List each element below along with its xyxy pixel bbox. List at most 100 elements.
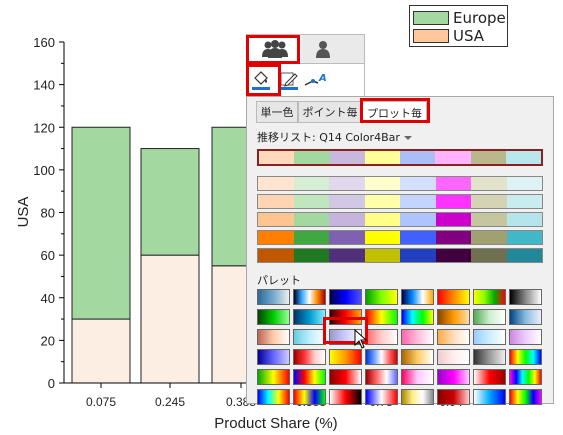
y-axis-title: USA bbox=[15, 197, 32, 228]
palette-swatch[interactable] bbox=[329, 309, 362, 325]
palette-swatch[interactable] bbox=[329, 349, 362, 365]
palette-swatch[interactable] bbox=[437, 289, 470, 305]
color-cell bbox=[329, 213, 365, 226]
color-cell bbox=[471, 195, 507, 208]
increment-list-label[interactable]: 推移リスト: Q14 Color4Bar bbox=[257, 129, 413, 145]
palette-swatch[interactable] bbox=[401, 309, 434, 325]
palette-swatch[interactable] bbox=[365, 289, 398, 305]
legend-item-usa: USA bbox=[413, 26, 485, 45]
group-icon bbox=[262, 40, 288, 58]
increment-list-row[interactable] bbox=[257, 230, 543, 245]
palette-swatch[interactable] bbox=[473, 289, 506, 305]
line-text-icon: A bbox=[304, 73, 327, 86]
palette-swatch[interactable] bbox=[329, 289, 362, 305]
line-text-button[interactable]: A bbox=[303, 69, 329, 91]
color-cell bbox=[329, 151, 365, 164]
color-cell bbox=[470, 151, 506, 164]
palette-swatch[interactable] bbox=[509, 389, 542, 405]
palette-swatch[interactable] bbox=[401, 329, 434, 345]
color-cell bbox=[435, 213, 471, 226]
tab-by-point[interactable]: ポイント毎 bbox=[298, 101, 362, 123]
increment-list-row[interactable] bbox=[257, 176, 543, 191]
increment-list-row[interactable] bbox=[257, 248, 543, 263]
palette-swatch[interactable] bbox=[473, 369, 506, 385]
color-cell bbox=[329, 249, 365, 262]
y-tick-label: 40 bbox=[41, 291, 55, 306]
current-color-list[interactable] bbox=[257, 149, 543, 166]
increment-list-text: 推移リスト: Q14 Color4Bar bbox=[257, 131, 400, 144]
palette-swatch[interactable] bbox=[509, 329, 542, 345]
color-cell bbox=[506, 249, 542, 262]
palette-swatch[interactable] bbox=[365, 349, 398, 365]
palette-swatch[interactable] bbox=[257, 329, 290, 345]
pen-edit-icon bbox=[280, 72, 298, 90]
palette-swatch[interactable] bbox=[473, 329, 506, 345]
increment-list-row[interactable] bbox=[257, 194, 543, 209]
palette-swatch[interactable] bbox=[293, 369, 326, 385]
tab-by-plot[interactable]: プロット毎 bbox=[362, 101, 427, 124]
bar-europe-0[interactable] bbox=[71, 126, 131, 320]
y-tick-label: 60 bbox=[41, 248, 55, 263]
palette-swatch[interactable] bbox=[257, 309, 290, 325]
palette-swatch[interactable] bbox=[473, 309, 506, 325]
palette-swatch[interactable] bbox=[365, 329, 398, 345]
palette-swatch[interactable] bbox=[437, 329, 470, 345]
color-cell bbox=[258, 249, 294, 262]
tab-group-plots[interactable] bbox=[249, 35, 301, 63]
color-cell bbox=[258, 177, 294, 190]
palette-swatch[interactable] bbox=[257, 369, 290, 385]
color-cell bbox=[400, 249, 436, 262]
legend-label-usa: USA bbox=[453, 26, 485, 45]
pen-color-button[interactable] bbox=[278, 69, 300, 91]
palette-swatch[interactable] bbox=[401, 349, 434, 365]
palette-swatch[interactable] bbox=[473, 349, 506, 365]
palette-swatch[interactable] bbox=[293, 309, 326, 325]
palette-swatch[interactable] bbox=[365, 369, 398, 385]
legend-swatch-usa bbox=[413, 28, 449, 43]
palette-swatch[interactable] bbox=[293, 349, 326, 365]
palette-swatch[interactable] bbox=[329, 369, 362, 385]
palette-swatch[interactable] bbox=[401, 389, 434, 405]
palette-swatch[interactable] bbox=[437, 389, 470, 405]
palette-swatch[interactable] bbox=[257, 349, 290, 365]
fill-color-button[interactable] bbox=[250, 69, 272, 91]
x-tick-label: 0.245 bbox=[155, 395, 185, 409]
color-cell bbox=[329, 195, 365, 208]
color-cell bbox=[506, 231, 542, 244]
palette-swatch[interactable] bbox=[509, 289, 542, 305]
bar-usa-0[interactable] bbox=[71, 318, 131, 384]
palette-swatch[interactable] bbox=[509, 349, 542, 365]
color-cell bbox=[364, 231, 400, 244]
palette-swatch[interactable] bbox=[437, 349, 470, 365]
palette-swatch[interactable] bbox=[437, 309, 470, 325]
palette-swatch[interactable] bbox=[365, 389, 398, 405]
tab-single-plot[interactable] bbox=[301, 35, 345, 63]
palette-swatch[interactable] bbox=[509, 309, 542, 325]
palette-swatch[interactable] bbox=[509, 369, 542, 385]
increment-list-row[interactable] bbox=[257, 212, 543, 227]
mouse-cursor-icon bbox=[354, 329, 368, 349]
palette-swatch[interactable] bbox=[473, 389, 506, 405]
chart-legend[interactable]: Europe USA bbox=[409, 5, 508, 47]
y-tick-label: 0 bbox=[48, 376, 55, 391]
color-cell bbox=[293, 249, 329, 262]
palette-swatch[interactable] bbox=[293, 389, 326, 405]
palette-swatch[interactable] bbox=[401, 289, 434, 305]
bar-europe-1[interactable] bbox=[140, 148, 200, 256]
palette-swatch[interactable] bbox=[293, 329, 326, 345]
palette-swatch[interactable] bbox=[293, 289, 326, 305]
chevron-down-icon bbox=[404, 136, 413, 140]
palette-swatch[interactable] bbox=[437, 369, 470, 385]
tab-single-color[interactable]: 単一色 bbox=[256, 101, 298, 123]
bar-usa-1[interactable] bbox=[140, 254, 200, 384]
color-cell bbox=[364, 195, 400, 208]
palette-swatch[interactable] bbox=[257, 289, 290, 305]
palette-swatch[interactable] bbox=[401, 369, 434, 385]
palette-swatch[interactable] bbox=[257, 389, 290, 405]
y-tick-label: 100 bbox=[33, 163, 55, 178]
color-cell bbox=[293, 177, 329, 190]
palette-swatch[interactable] bbox=[329, 389, 362, 405]
fill-bucket-icon bbox=[252, 71, 270, 90]
palette-swatch[interactable] bbox=[365, 309, 398, 325]
color-cell bbox=[505, 151, 541, 164]
